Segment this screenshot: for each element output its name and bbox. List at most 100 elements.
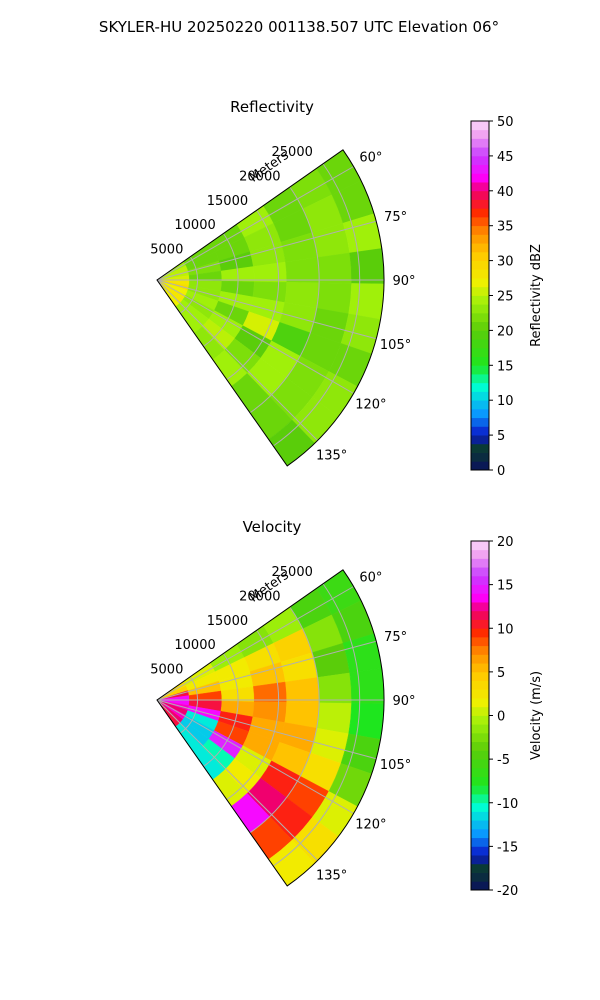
colorbar-band <box>471 881 489 891</box>
colorbar-band <box>471 863 489 873</box>
colorbar-band <box>471 698 489 708</box>
data-cell <box>348 703 385 740</box>
colorbar-tick-label: -15 <box>497 840 518 855</box>
colorbar-band <box>471 304 489 314</box>
colorbar-band <box>471 802 489 812</box>
colorbar-band <box>471 435 489 445</box>
colorbar-band <box>471 121 489 131</box>
colorbar-tick-label: 10 <box>497 622 514 637</box>
data-cell <box>317 672 352 704</box>
colorbar-label: Velocity (m/s) <box>529 671 544 760</box>
colorbar-band <box>471 260 489 270</box>
colorbar-band <box>471 575 489 586</box>
colorbar-band <box>471 234 489 244</box>
range-gridline <box>226 629 280 801</box>
azimuth-tick-label: 75° <box>384 210 407 225</box>
colorbar-tick-label: 35 <box>497 220 514 235</box>
colorbar-band <box>471 321 489 331</box>
azimuth-gridline <box>156 279 354 394</box>
colorbar-tick-label: 15 <box>497 579 514 594</box>
colorbar-band <box>471 138 489 148</box>
colorbar-band <box>471 182 489 192</box>
azimuth-gridline <box>156 166 354 281</box>
range-gridline <box>272 583 361 867</box>
data-cell <box>285 677 320 704</box>
data-cell <box>348 283 385 320</box>
colorbar-tick-label: 30 <box>497 255 514 270</box>
colorbar-tick-label: 20 <box>497 535 514 550</box>
azimuth-tick-label: 135° <box>316 449 347 464</box>
colorbar-tick-label: 0 <box>497 464 505 479</box>
colorbar-tick-label: -10 <box>497 797 518 812</box>
data-cell <box>317 252 352 284</box>
azimuth-gridline <box>156 586 354 701</box>
colorbar-band <box>471 426 489 436</box>
colorbar-band <box>471 811 489 821</box>
colorbar-band <box>471 593 489 603</box>
colorbar-band <box>471 549 489 559</box>
range-tick-label: 10000 <box>174 218 215 233</box>
range-tick-label: 5000 <box>150 243 183 258</box>
colorbar-band <box>471 190 489 200</box>
colorbar-tick-label: -20 <box>497 884 518 899</box>
colorbar-band <box>471 382 489 392</box>
range-tick-label: 25000 <box>272 145 313 160</box>
range-gridline <box>226 209 280 381</box>
sector-outline <box>156 569 385 887</box>
azimuth-tick-label: 60° <box>359 571 382 586</box>
range-gridline <box>203 653 239 767</box>
colorbar-band <box>471 225 489 235</box>
colorbar-band <box>471 251 489 261</box>
azimuth-gridline <box>156 279 318 441</box>
colorbar-band <box>471 732 489 743</box>
velocity-colorbar: -20 -15 -10 -5 0 5 10 15 20 Velocity (m/s) <box>470 535 544 899</box>
azimuth-gridline <box>156 699 354 814</box>
colorbar-band <box>471 689 489 699</box>
colorbar-band <box>471 855 489 865</box>
colorbar-band <box>471 278 489 288</box>
azimuth-gridline <box>156 699 377 760</box>
colorbar-band <box>471 339 489 349</box>
colorbar-band <box>471 286 489 296</box>
azimuth-gridline <box>156 699 318 861</box>
colorbar-band <box>471 417 489 427</box>
data-cell <box>285 257 320 284</box>
azimuth-gridline <box>156 279 377 340</box>
colorbar-band <box>471 741 489 751</box>
colorbar-band <box>471 147 489 157</box>
azimuth-tick-label: 90° <box>392 694 415 709</box>
colorbar-band <box>471 541 489 551</box>
colorbar-tick-label: 20 <box>497 324 514 339</box>
colorbar-band <box>471 243 489 253</box>
colorbar-tick-label: 5 <box>497 429 505 444</box>
colorbar-band <box>471 759 489 769</box>
colorbar-band <box>471 330 489 340</box>
colorbar-band <box>471 347 489 357</box>
colorbar-tick-label: -5 <box>497 753 510 768</box>
colorbar-band <box>471 628 489 638</box>
colorbar-band <box>471 619 489 629</box>
colorbar-band <box>471 706 489 716</box>
range-tick-label: 15000 <box>207 194 248 209</box>
colorbar-band <box>471 820 489 830</box>
colorbar-band <box>471 567 489 577</box>
colorbar-band <box>471 584 489 594</box>
colorbar-tick-label: 25 <box>497 290 514 305</box>
colorbar-tick-label: 0 <box>497 710 505 725</box>
azimuth-tick-label: 105° <box>380 758 411 773</box>
colorbar-band <box>471 663 489 673</box>
azimuth-tick-label: 105° <box>380 338 411 353</box>
colorbar-band <box>471 837 489 847</box>
colorbar-band <box>471 199 489 209</box>
range-gridline <box>272 163 361 447</box>
velocity-sector: 5000 10000 15000 20000 25000 60° 75° 90° 105° 120… <box>150 565 416 887</box>
colorbar-band <box>471 776 489 786</box>
colorbar-band <box>471 269 489 279</box>
colorbar-band <box>471 173 489 183</box>
colorbar-band <box>471 443 489 453</box>
sector-outline <box>156 149 385 467</box>
reflectivity-title: Reflectivity <box>230 98 314 116</box>
range-gridline <box>249 186 320 414</box>
colorbar-band <box>471 636 489 647</box>
